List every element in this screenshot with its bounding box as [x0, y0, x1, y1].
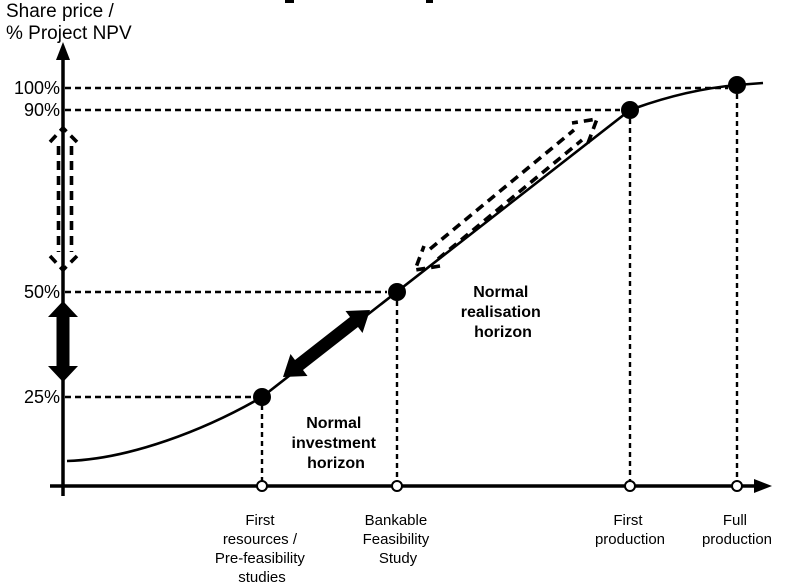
annotation-investment-horizon: Normal investment horizon [292, 415, 381, 472]
data-point-50pct [388, 283, 406, 301]
x-axis-arrowhead-icon [754, 479, 772, 493]
tick-label-100pct: 100% [14, 78, 60, 98]
data-point-100pct [728, 76, 746, 94]
axis-marker-first-production [624, 480, 636, 492]
annotation-line: realisation [461, 304, 541, 321]
milestone-label-line: Full [723, 512, 747, 529]
annotation-line: horizon [474, 324, 532, 341]
cropped-title-artifact [285, 0, 294, 3]
milestone-label-line: studies [238, 569, 286, 583]
annotation-line: horizon [307, 455, 365, 472]
milestone-label-line: Study [379, 550, 418, 567]
dashed-vertical-double-arrow-icon [48, 125, 79, 273]
npv-curve [66, 81, 764, 463]
milestone-label-line: production [595, 531, 665, 548]
milestone-label-line: Bankable [365, 512, 428, 529]
milestone-label-line: resources / [223, 531, 298, 548]
y-axis-title-line: % Project NPV [6, 23, 132, 44]
milestone-label-line: production [702, 531, 772, 548]
tick-label-90pct: 90% [24, 100, 60, 120]
annotation-realisation-horizon: Normal realisation horizon [461, 284, 545, 341]
milestone-label-line: First [245, 512, 275, 529]
data-point-90pct [621, 101, 639, 119]
milestone-label-line: Feasibility [363, 531, 430, 548]
solid-diagonal-double-arrow-icon [283, 310, 370, 377]
milestone-label-line: Pre-feasibility [215, 550, 306, 567]
data-point-25pct [253, 388, 271, 406]
axis-marker-bankable-feasibility [391, 480, 403, 492]
cropped-title-artifact [426, 0, 433, 3]
milestone-label-bankable-feasibility: Bankable Feasibility Study [363, 512, 434, 567]
milestone-label-first-production: First production [595, 512, 665, 548]
annotation-line: Normal [473, 284, 528, 301]
y-axis-title-line: Share price / [6, 1, 114, 22]
dashed-diagonal-double-arrow-icon [412, 116, 600, 273]
solid-vertical-double-arrow-icon [48, 301, 78, 382]
y-axis-arrowhead-icon [56, 42, 70, 60]
milestone-label-full-production: Full production [702, 512, 772, 548]
milestone-label-first-resources: First resources / Pre-feasibility studie… [215, 512, 309, 583]
y-axis-title: Share price / % Project NPV [6, 1, 132, 44]
tick-label-50pct: 50% [24, 282, 60, 302]
axis-marker-full-production [731, 480, 743, 492]
annotation-line: Normal [306, 415, 361, 432]
axis-marker-first-resources [256, 480, 268, 492]
tick-label-25pct: 25% [24, 387, 60, 407]
milestone-label-line: First [613, 512, 643, 529]
annotation-line: investment [292, 435, 377, 452]
